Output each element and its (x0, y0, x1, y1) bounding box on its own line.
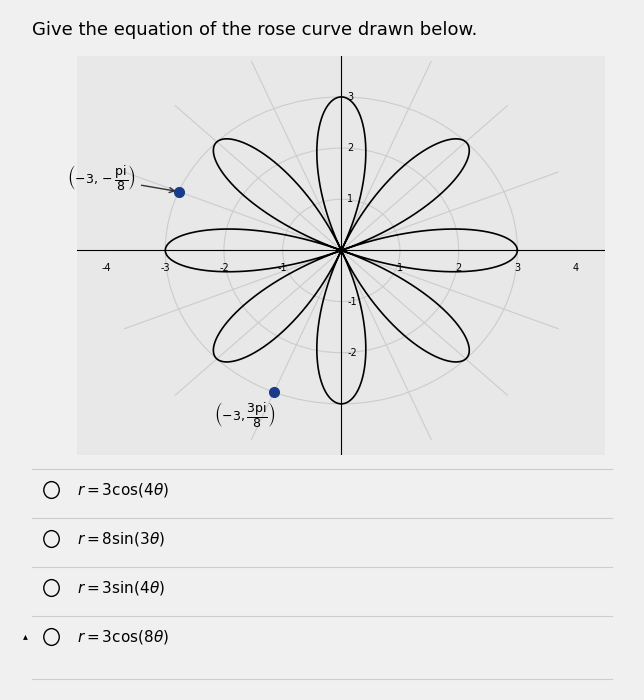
Text: Give the equation of the rose curve drawn below.: Give the equation of the rose curve draw… (32, 21, 478, 39)
Text: 4: 4 (573, 263, 579, 273)
Text: 3: 3 (515, 263, 520, 273)
Text: $\left(-3, -\dfrac{\mathrm{pi}}{8}\right)$: $\left(-3, -\dfrac{\mathrm{pi}}{8}\right… (67, 163, 175, 193)
Text: -3: -3 (160, 263, 170, 273)
Text: -4: -4 (102, 263, 111, 273)
Text: 3: 3 (347, 92, 354, 102)
Text: 2: 2 (455, 263, 462, 273)
Text: $\left(-3, \dfrac{3\mathrm{pi}}{8}\right)$: $\left(-3, \dfrac{3\mathrm{pi}}{8}\right… (214, 400, 276, 430)
Text: 2: 2 (347, 143, 354, 153)
Text: $\blacktriangle$: $\blacktriangle$ (23, 632, 29, 642)
Text: $r = 3\cos(8\theta)$: $r = 3\cos(8\theta)$ (77, 628, 169, 646)
Text: -1: -1 (278, 263, 287, 273)
Text: 1: 1 (347, 194, 354, 204)
Text: -2: -2 (347, 348, 357, 358)
Text: -2: -2 (219, 263, 229, 273)
Text: -1: -1 (347, 297, 357, 307)
Text: $r = 3\sin(4\theta)$: $r = 3\sin(4\theta)$ (77, 579, 166, 597)
Text: $r = 8\sin(3\theta)$: $r = 8\sin(3\theta)$ (77, 530, 166, 548)
Text: 1: 1 (397, 263, 403, 273)
Text: $r = 3\cos(4\theta)$: $r = 3\cos(4\theta)$ (77, 481, 169, 499)
